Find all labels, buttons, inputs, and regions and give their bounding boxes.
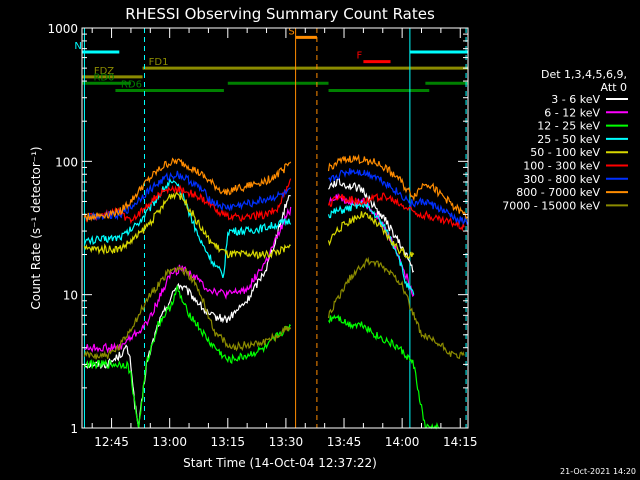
series-line-4	[83, 191, 415, 260]
flag-label-n: N	[74, 41, 81, 52]
footer-timestamp: 21-Oct-2021 14:20	[560, 467, 636, 476]
legend-label-0: 3 - 6 keV	[551, 93, 600, 106]
series-line-7	[83, 153, 469, 223]
chart-title: RHESSI Observing Summary Count Rates	[125, 5, 435, 23]
y-axis: 1 10 100 1000	[47, 22, 468, 436]
x-axis: 12:45 13:00 13:15 13:30 13:45 14:00 14:15	[91, 28, 478, 449]
flag-label-fd1: FD1	[149, 57, 169, 68]
y-tick-label-1: 10	[63, 289, 78, 303]
y-tick-label-3: 1000	[47, 22, 78, 36]
y-tick-label-2: 100	[55, 155, 78, 169]
legend-label-8: 7000 - 15000 keV	[502, 199, 600, 212]
flag-label-fdz: FDZ	[94, 66, 114, 77]
series-line-5	[84, 178, 465, 232]
legend-label-5: 100 - 300 keV	[523, 160, 600, 173]
series-line-0	[83, 177, 415, 429]
x-tick-label-4: 13:45	[327, 435, 362, 449]
legend-header-1: Att 0	[601, 81, 627, 94]
x-tick-label-0: 12:45	[94, 435, 129, 449]
plot-frame	[81, 27, 469, 429]
y-tick-label-0: 1	[70, 422, 78, 436]
series-line-8	[83, 256, 465, 360]
x-tick-label-6: 14:15	[443, 435, 478, 449]
legend-label-2: 12 - 25 keV	[537, 120, 600, 133]
series-layer	[83, 153, 469, 430]
legend-label-3: 25 - 50 keV	[537, 133, 600, 146]
x-axis-label: Start Time (14-Oct-04 12:37:22)	[183, 456, 377, 470]
legend-label-4: 50 - 100 keV	[530, 146, 600, 159]
x-tick-label-3: 13:30	[269, 435, 304, 449]
series-line-2	[83, 284, 441, 430]
flag-label-rd6: RD6	[121, 79, 142, 90]
x-tick-label-5: 14:00	[385, 435, 420, 449]
legend-label-6: 300 - 800 keV	[523, 173, 600, 186]
x-tick-label-2: 13:15	[210, 435, 245, 449]
legend-header-0: Det 1,3,4,5,6,9,	[541, 68, 627, 81]
flag-label-f: F	[357, 51, 363, 62]
x-tick-label-1: 13:00	[152, 435, 187, 449]
legend-label-1: 6 - 12 keV	[544, 106, 600, 119]
series-line-3	[83, 176, 415, 295]
legend-label-7: 800 - 7000 keV	[516, 186, 600, 199]
flag-label-s: S	[288, 26, 294, 37]
flag-label-rd0: RD0	[93, 72, 114, 83]
y-axis-label: Count Rate (s⁻¹ detector⁻¹)	[29, 146, 43, 309]
